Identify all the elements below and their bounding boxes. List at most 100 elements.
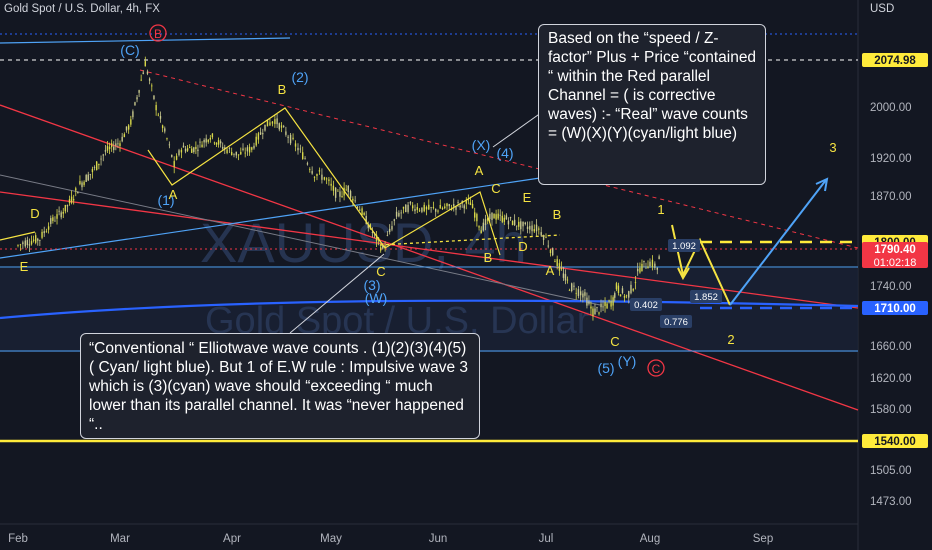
candle-body (526, 226, 529, 229)
candle-body (72, 199, 75, 201)
candle-body (54, 220, 56, 222)
candle-body (533, 229, 535, 232)
wave-label-yellow: B (553, 207, 562, 222)
candle-body (636, 268, 639, 272)
wave-label-yellow: A (169, 187, 178, 202)
wave-drawings: 1.092 1.852 0.776 0.402 (0, 107, 829, 334)
price-badge-label: 1790.40 (874, 244, 916, 256)
candle-body (182, 145, 185, 148)
price-tick: 1920.00 (870, 153, 912, 165)
price-axis[interactable]: 2000.00 1920.00 1870.00 1740.00 1660.00 1620.… (862, 53, 928, 508)
candle-body (414, 208, 416, 212)
candle-body (400, 212, 402, 214)
candle-body (463, 205, 465, 209)
candle-body (459, 205, 461, 208)
candle-body (316, 174, 318, 176)
candle-body (184, 148, 187, 152)
candle-body (592, 308, 594, 317)
price-tick: 1620.00 (870, 373, 912, 385)
candle-body (144, 61, 146, 67)
candle-body (159, 115, 162, 119)
candle-body (37, 238, 39, 241)
candle-body (330, 183, 332, 186)
candle-body (304, 158, 306, 160)
candle-body (639, 267, 641, 273)
candle-body (219, 141, 222, 144)
candle-body (552, 248, 554, 256)
candle-body (325, 178, 328, 180)
candle-body (430, 207, 432, 209)
candle-body (269, 122, 271, 126)
candle-body (297, 147, 299, 151)
time-tick: Apr (223, 533, 241, 545)
candle-body (146, 71, 149, 74)
candle-body (171, 154, 173, 157)
candle-body (123, 134, 126, 138)
candle-body (524, 222, 526, 225)
candle-body (556, 259, 558, 266)
candle-body (203, 139, 205, 143)
price-tick: 2000.00 (870, 102, 912, 114)
candle-body (547, 245, 549, 247)
price-tick: 1870.00 (870, 191, 912, 203)
candle-body (604, 302, 606, 306)
candle-body (573, 285, 575, 287)
price-badge-label: 1540.00 (874, 436, 916, 448)
candle-body (568, 290, 571, 291)
candle-body (388, 228, 391, 233)
candle-body (628, 291, 630, 298)
candle-body (271, 121, 274, 124)
projection-arrowhead (815, 177, 829, 192)
candle-body (332, 185, 335, 191)
candle-body (306, 163, 309, 165)
candle-body (110, 143, 113, 148)
candle-body (423, 204, 425, 212)
candle-body (228, 148, 231, 149)
candle-body (600, 303, 602, 308)
symbol-title[interactable]: Gold Spot / U.S. Dollar, 4h, FX (4, 3, 160, 15)
circled-label-ring (149, 24, 167, 42)
candle-body (244, 152, 246, 154)
candle-body (482, 222, 485, 231)
candle-body (30, 241, 33, 245)
candle-body (32, 239, 35, 241)
candle-body (432, 207, 435, 208)
note-pointer-right (492, 109, 546, 148)
candle-body (287, 136, 289, 138)
candle-body (197, 149, 199, 152)
candle-body (409, 201, 412, 204)
candle-body (240, 151, 242, 155)
wave-label-yellow: D (30, 206, 39, 221)
candle-body (499, 214, 501, 216)
candle-body (195, 146, 197, 150)
candle-body (612, 297, 614, 306)
candle-body (93, 167, 96, 168)
candle-body (405, 204, 407, 213)
candle-body (113, 146, 115, 150)
candle-body (175, 155, 178, 160)
candle-body (106, 146, 109, 151)
price-tick: 1505.00 (870, 465, 912, 477)
wave-label-cyan: (C) (120, 42, 139, 58)
candle-body (564, 274, 567, 281)
candle-body (283, 126, 285, 127)
candle-body (411, 205, 414, 209)
candle-body (75, 188, 77, 191)
wave-label-yellow: B (278, 82, 287, 97)
note-conventional-counts[interactable]: “Conventional “ Elliotwave wave counts .… (80, 333, 480, 439)
candle-body (248, 146, 251, 153)
time-tick: Mar (110, 533, 130, 545)
wave-label-cyan: (4) (496, 145, 513, 161)
note-real-wave-counts[interactable]: Based on the “speed / Z-factor” Plus + P… (538, 24, 766, 185)
candle-body (251, 147, 253, 150)
candle-body (151, 85, 153, 87)
candle-body (188, 147, 191, 148)
candle-body (334, 187, 337, 198)
candle-body (455, 206, 457, 210)
time-axis[interactable]: Feb Mar Apr May Jun Jul Aug Sep (8, 533, 773, 545)
candle-body (542, 235, 545, 240)
candle-body (89, 173, 92, 175)
candle-body (77, 191, 79, 194)
candle-body (478, 226, 480, 228)
